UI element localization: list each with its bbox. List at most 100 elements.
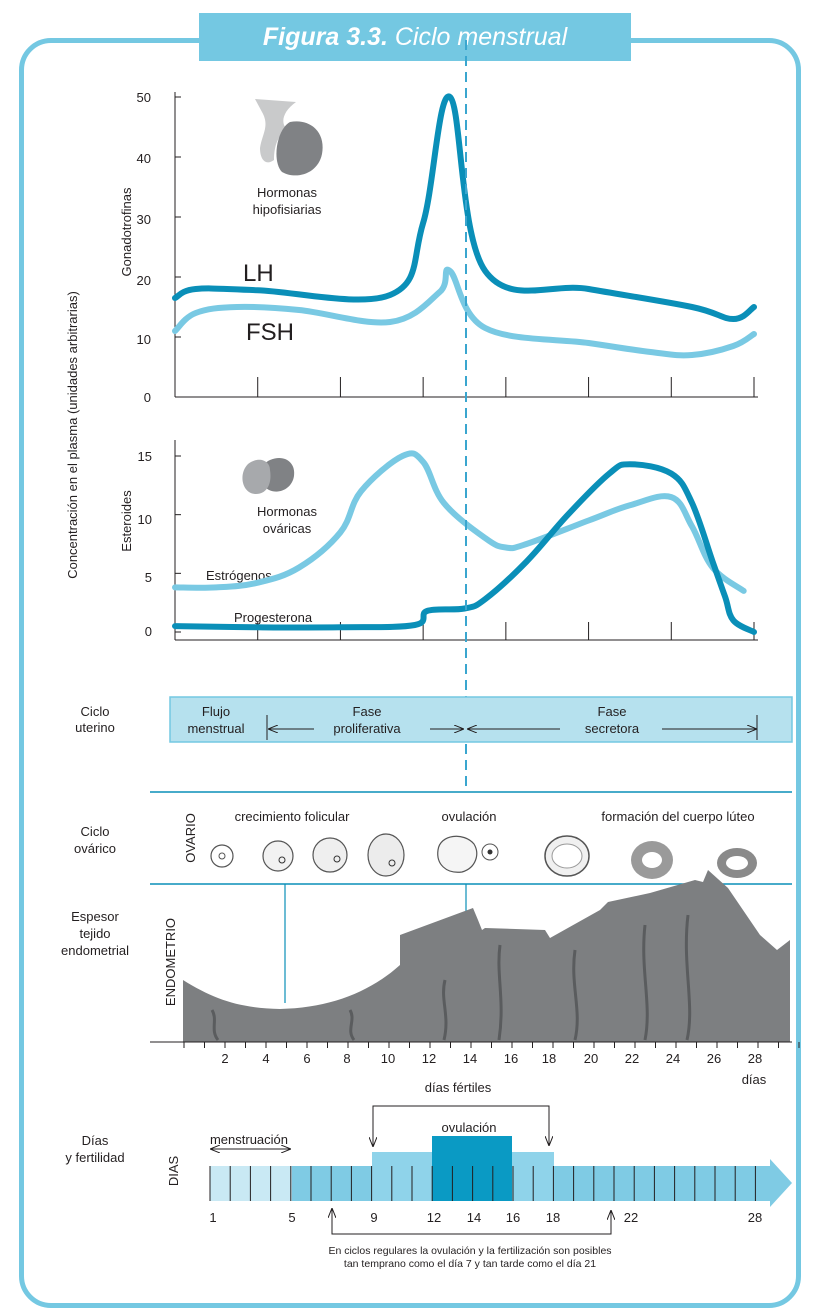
- corpus-luteum-icon: [717, 848, 757, 878]
- top-tick-label: 20: [137, 273, 151, 288]
- top-tick-label: 40: [137, 151, 151, 166]
- fertility-note-line-2: tan temprano como el día 7 y tan tarde c…: [344, 1258, 596, 1270]
- day-axis-labels: 2 4 6 8 10 12 14 16 18 20 22 24 26 28: [221, 1051, 762, 1066]
- follicle-icon: [262, 840, 294, 872]
- follicle-icon: [312, 837, 348, 873]
- gonadotropin-chart: 50 40 30 20 10 0 Concentración en el pla…: [65, 90, 758, 579]
- ovarian-label-1: Ciclo: [81, 824, 110, 839]
- top-tick-label: 50: [137, 90, 151, 105]
- days-vertical-label: DIAS: [166, 1156, 181, 1187]
- ovarian-label-2: ovárico: [74, 841, 116, 856]
- fsh-series-line: [172, 266, 757, 359]
- endometrium-label-2: tejido: [79, 926, 110, 941]
- menstrual-flow-label-1: Flujo: [202, 704, 230, 719]
- fertility-day-label: 16: [506, 1210, 520, 1225]
- estrogen-label: Estrógenos: [206, 568, 272, 583]
- steroid-tick-label: 10: [138, 512, 152, 527]
- top-tick-label: 0: [144, 390, 151, 405]
- ovulation-days-block: [432, 1136, 512, 1201]
- secretory-label-1: Fase: [598, 704, 627, 719]
- uterine-label-2: uterino: [75, 720, 115, 735]
- fertility-day-label: 12: [427, 1210, 441, 1225]
- day-tick-label: 12: [422, 1051, 436, 1066]
- ovary-caption-1: Hormonas: [257, 504, 317, 519]
- estrogen-series-line: [172, 450, 747, 594]
- day-tick-label: 16: [504, 1051, 518, 1066]
- steroid-tick-label: 0: [145, 624, 152, 639]
- uterine-bar: [169, 696, 793, 743]
- fertility-label-1: Días: [82, 1133, 109, 1148]
- pituitary-caption-2: hipofisiarias: [253, 202, 322, 217]
- steroid-tick-label: 15: [138, 449, 152, 464]
- figure-title: Figura 3.3. Ciclo menstrual: [199, 13, 631, 61]
- top-tick-label: 10: [137, 332, 151, 347]
- fertility-day-label: 22: [624, 1210, 638, 1225]
- days-unit-label: días: [742, 1072, 767, 1087]
- progesterone-series-line: [172, 461, 757, 635]
- top-x-ticks: [257, 377, 755, 397]
- uterine-label-1: Ciclo: [81, 704, 110, 719]
- pituitary-caption-1: Hormonas: [257, 185, 317, 200]
- menstrual-flow-label-2: menstrual: [187, 721, 244, 736]
- follicular-growth-label: crecimiento folicular: [235, 809, 351, 824]
- corpus-luteum-label: formación del cuerpo lúteo: [601, 809, 754, 824]
- proliferative-label-2: proliferativa: [333, 721, 401, 736]
- secretory-label-2: secretora: [585, 721, 640, 736]
- gonadotropin-axis-label: Gonadotrofinas: [119, 187, 134, 276]
- plasma-axis-title: Concentración en el plasma (unidades arb…: [65, 291, 80, 579]
- fertility-day-label: 9: [370, 1210, 377, 1225]
- days-bar-ticks: [209, 1166, 756, 1201]
- ovulating-follicle-icon: [437, 835, 499, 873]
- pituitary-gland-icon: [255, 99, 323, 176]
- uterine-cycle-section: Ciclo uterino Flujo menstrual Fase proli…: [75, 696, 793, 743]
- steroid-tick-label: 5: [145, 570, 152, 585]
- figure-number: Figura 3.3.: [262, 23, 388, 51]
- day-axis-ticks: [183, 1042, 800, 1048]
- ovary-caption-2: ováricas: [263, 521, 312, 536]
- endometrial-tissue: [183, 870, 790, 1042]
- possible-window-bracket: [331, 1210, 611, 1235]
- progesterone-label: Progesterona: [234, 610, 313, 625]
- follicle-icon: [367, 833, 405, 877]
- day-tick-label: 24: [666, 1051, 680, 1066]
- ovary-icon: [242, 457, 295, 494]
- corpus-luteum-icon: [544, 835, 590, 877]
- title-banner: [199, 13, 631, 61]
- menstruation-label: menstruación: [210, 1132, 288, 1147]
- fertility-day-label: 5: [288, 1210, 295, 1225]
- endometrial-glands: [210, 914, 692, 1041]
- day-tick-label: 18: [542, 1051, 556, 1066]
- ovulation-days-label: ovulación: [442, 1120, 497, 1135]
- endometrium-label-1: Espesor: [71, 909, 119, 924]
- day-tick-label: 10: [381, 1051, 395, 1066]
- ovulation-stage-label: ovulación: [442, 809, 497, 824]
- day-tick-label: 8: [343, 1051, 350, 1066]
- fertility-day-label: 1: [209, 1210, 216, 1225]
- follicle-illustrations: [210, 833, 757, 879]
- day-tick-label: 2: [221, 1051, 228, 1066]
- endometrium-section: Espesor tejido endometrial ENDOMETRIO 2 …: [61, 870, 800, 1087]
- day-tick-label: 4: [262, 1051, 269, 1066]
- top-axis-ticks: [175, 96, 181, 398]
- ovarian-cycle-section: Ciclo ovárico OVARIO crecimiento folicul…: [74, 791, 792, 885]
- days-bar-arrowhead: [770, 1159, 792, 1207]
- day-tick-label: 20: [584, 1051, 598, 1066]
- day-tick-label: 22: [625, 1051, 639, 1066]
- endometrium-vertical-label: ENDOMETRIO: [163, 918, 178, 1006]
- corpus-luteum-icon: [631, 841, 673, 879]
- fertility-label-2: y fertilidad: [65, 1150, 124, 1165]
- ovary-vertical-label: OVARIO: [183, 813, 198, 863]
- fertility-day-label: 18: [546, 1210, 560, 1225]
- lh-series-line: [172, 93, 757, 322]
- follicle-icon: [210, 844, 234, 868]
- fertility-note-line-1: En ciclos regulares la ovulación y la fe…: [328, 1245, 611, 1257]
- menstruation-days-bar: [210, 1166, 292, 1201]
- figure-title-text: Ciclo menstrual: [387, 23, 568, 51]
- steroid-axis-label: Esteroides: [119, 490, 134, 552]
- steroid-chart: 15 10 5 0 Esteroides Hormonas ováricas E…: [119, 440, 758, 641]
- endometrium-label-3: endometrial: [61, 943, 129, 958]
- fsh-label: FSH: [246, 319, 294, 346]
- top-tick-label: 30: [137, 212, 151, 227]
- day-tick-label: 26: [707, 1051, 721, 1066]
